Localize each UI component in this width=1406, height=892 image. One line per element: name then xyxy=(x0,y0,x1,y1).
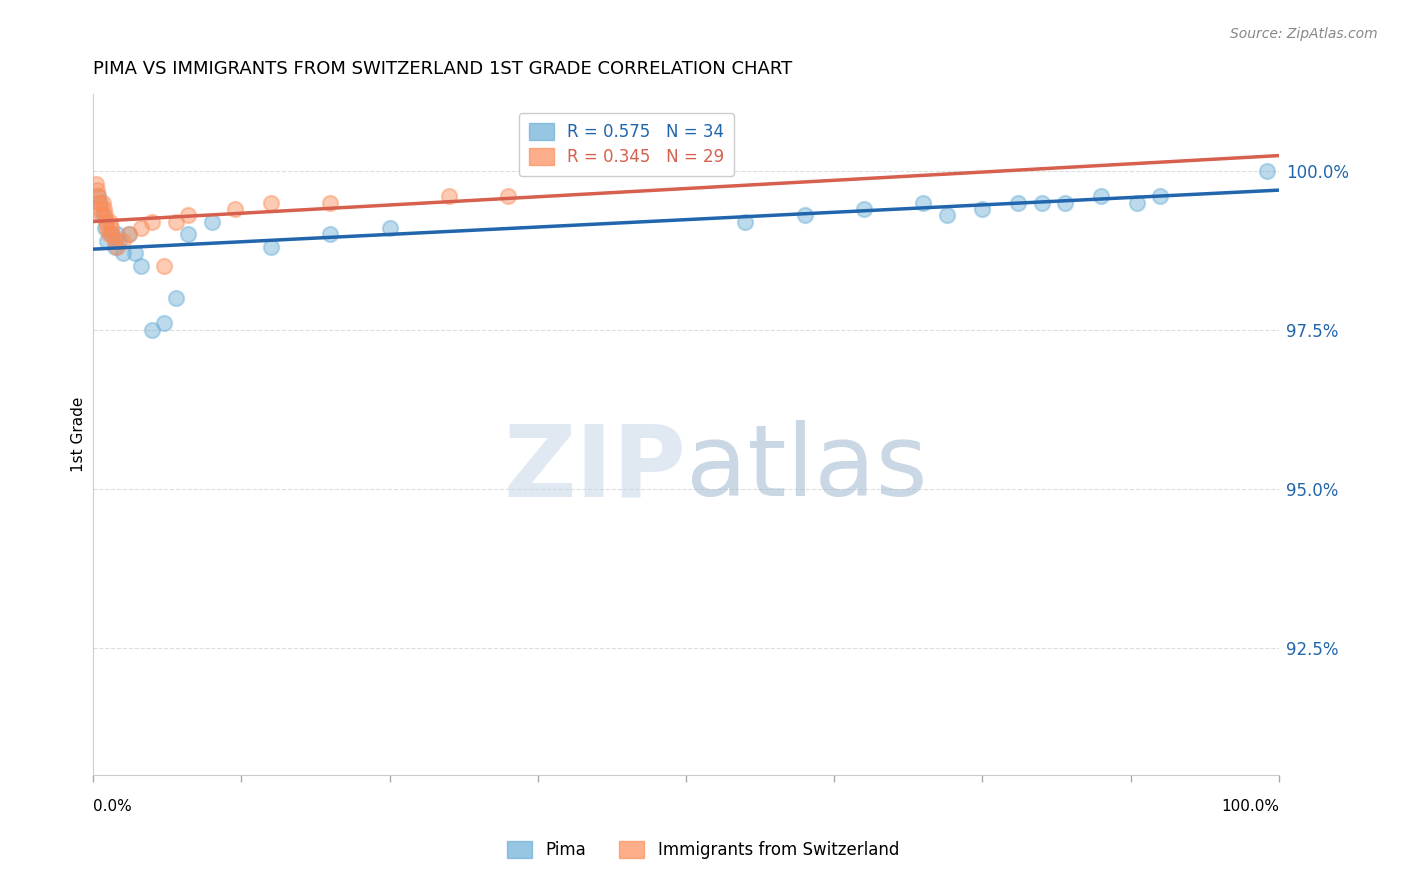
Point xyxy=(101,227,124,242)
Point xyxy=(177,208,200,222)
Point xyxy=(1031,195,1053,210)
Point xyxy=(319,227,342,242)
Point xyxy=(177,227,200,242)
Point xyxy=(260,240,283,254)
Point xyxy=(153,259,176,273)
Point xyxy=(87,195,110,210)
Point xyxy=(734,215,756,229)
Y-axis label: 1st Grade: 1st Grade xyxy=(72,397,86,473)
Point xyxy=(105,227,128,242)
Point xyxy=(96,215,118,229)
Point xyxy=(87,189,110,203)
Text: 0.0%: 0.0% xyxy=(93,799,132,814)
Point xyxy=(124,246,146,260)
Point xyxy=(118,227,141,242)
Point xyxy=(100,227,122,242)
Point xyxy=(87,189,110,203)
Point xyxy=(97,227,120,242)
Point xyxy=(89,202,111,216)
Point xyxy=(437,189,460,203)
Point xyxy=(1054,195,1077,210)
Point xyxy=(94,208,117,222)
Text: PIMA VS IMMIGRANTS FROM SWITZERLAND 1ST GRADE CORRELATION CHART: PIMA VS IMMIGRANTS FROM SWITZERLAND 1ST … xyxy=(93,60,793,78)
Point xyxy=(96,221,118,235)
Point xyxy=(96,234,118,248)
Point xyxy=(1007,195,1029,210)
Legend: R = 0.575   N = 34, R = 0.345   N = 29: R = 0.575 N = 34, R = 0.345 N = 29 xyxy=(519,113,734,176)
Point xyxy=(94,221,117,235)
Text: 100.0%: 100.0% xyxy=(1220,799,1279,814)
Point xyxy=(972,202,994,216)
Point xyxy=(111,234,134,248)
Point xyxy=(793,208,815,222)
Point xyxy=(496,189,519,203)
Point xyxy=(89,195,111,210)
Point xyxy=(129,221,152,235)
Point xyxy=(935,208,957,222)
Point xyxy=(108,234,131,248)
Point xyxy=(852,202,875,216)
Point xyxy=(165,291,187,305)
Point xyxy=(141,323,163,337)
Point xyxy=(84,177,107,191)
Point xyxy=(91,208,114,222)
Point xyxy=(165,215,187,229)
Point xyxy=(153,317,176,331)
Point xyxy=(141,215,163,229)
Text: Source: ZipAtlas.com: Source: ZipAtlas.com xyxy=(1230,27,1378,41)
Point xyxy=(111,246,134,260)
Point xyxy=(103,234,125,248)
Point xyxy=(224,202,246,216)
Point xyxy=(912,195,935,210)
Point xyxy=(1149,189,1171,203)
Point xyxy=(378,221,401,235)
Point xyxy=(260,195,283,210)
Point xyxy=(90,208,112,222)
Point xyxy=(319,195,342,210)
Point xyxy=(91,195,114,210)
Point xyxy=(1125,195,1147,210)
Point xyxy=(1256,163,1278,178)
Point xyxy=(118,227,141,242)
Point xyxy=(1090,189,1112,203)
Legend: Pima, Immigrants from Switzerland: Pima, Immigrants from Switzerland xyxy=(501,834,905,866)
Point xyxy=(129,259,152,273)
Point xyxy=(105,240,128,254)
Point xyxy=(98,215,121,229)
Point xyxy=(103,240,125,254)
Point xyxy=(201,215,224,229)
Text: ZIP: ZIP xyxy=(503,420,686,517)
Point xyxy=(100,221,122,235)
Point xyxy=(93,202,115,216)
Point xyxy=(86,183,108,197)
Text: atlas: atlas xyxy=(686,420,928,517)
